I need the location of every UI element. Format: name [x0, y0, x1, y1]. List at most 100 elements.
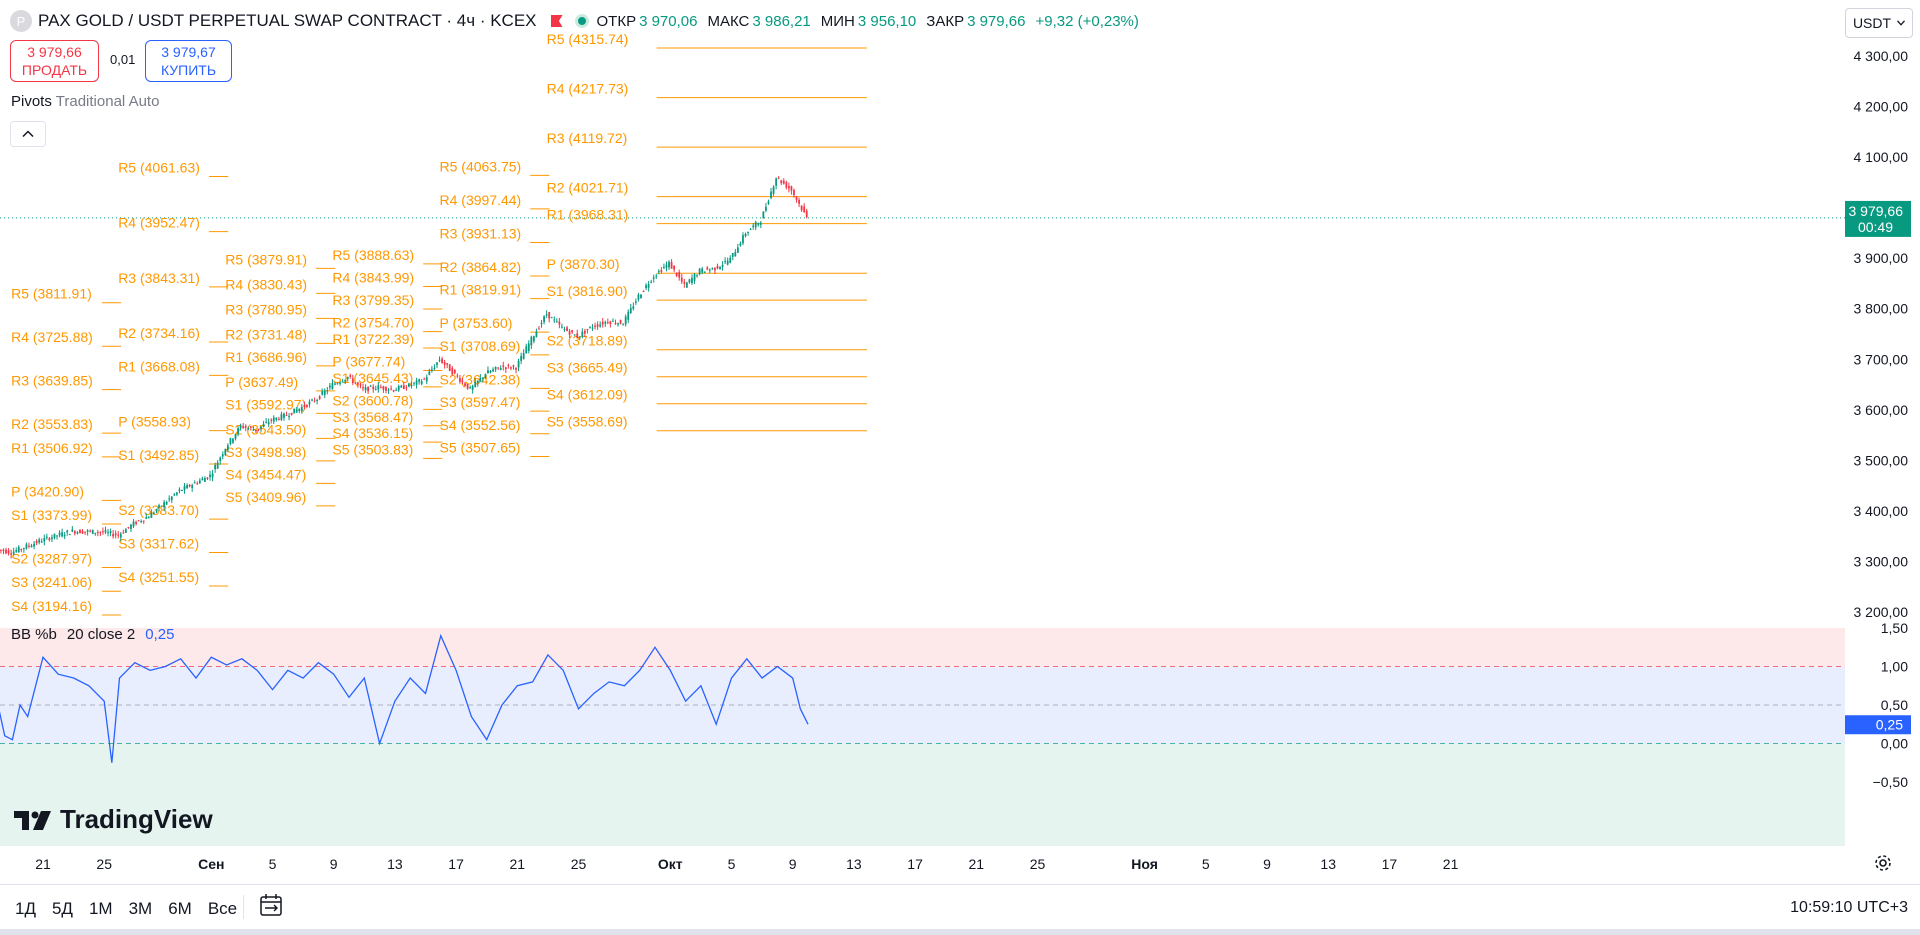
- candle-body: [35, 540, 38, 544]
- candle-body: [372, 386, 375, 390]
- price-tick-label: 4 100,00: [1854, 149, 1909, 165]
- pivot-label-r4: R4 (3997.44): [440, 192, 522, 208]
- candle-body: [321, 391, 324, 395]
- candle-body: [803, 206, 806, 213]
- range-1m[interactable]: 1M: [88, 899, 113, 918]
- candle-body: [726, 260, 729, 265]
- time-tick-label: 13: [387, 856, 403, 872]
- candle-body: [510, 367, 512, 369]
- pivot-label-r1: R1 (3506.92): [11, 440, 93, 456]
- candle-body: [795, 196, 798, 200]
- tradingview-logo[interactable]: TradingView: [14, 804, 213, 835]
- candle-body: [104, 530, 107, 533]
- bottom-toolbar: 1Д 5Д 1M 3M 6M Все 10:59:10 UTC+3: [0, 884, 1920, 929]
- candle-body: [339, 382, 341, 384]
- range-6m[interactable]: 6M: [168, 899, 192, 918]
- calendar-range-icon[interactable]: [258, 892, 284, 918]
- time-tick-label: 13: [846, 856, 862, 872]
- price-chart[interactable]: R5 (3524.02)R4 (3484.39)R3 (3444.76)R2 (…: [0, 0, 1920, 884]
- candle-body: [571, 330, 574, 333]
- candle-body: [527, 343, 530, 351]
- range-5d[interactable]: 5Д: [51, 899, 73, 918]
- indicator-legend[interactable]: BB %b 20 close 2 0,25: [11, 626, 174, 643]
- pivot-label-r3: R3 (3639.85): [11, 373, 93, 389]
- pivot-label-r5: R5 (3811.91): [11, 286, 92, 302]
- flag-icon[interactable]: [550, 15, 563, 27]
- buy-button[interactable]: 3 979,67 КУПИТЬ: [145, 40, 232, 82]
- candle-body: [362, 387, 364, 389]
- candle-body: [94, 532, 97, 534]
- candle-body: [155, 509, 158, 511]
- candle-body: [71, 529, 74, 532]
- currency-select[interactable]: USDT: [1845, 8, 1913, 38]
- candle-body: [84, 531, 86, 533]
- candle-body: [716, 265, 719, 269]
- candle-body: [86, 530, 89, 532]
- candle-body: [619, 319, 622, 324]
- indicator-tick-label: 0,50: [1881, 697, 1908, 713]
- candle-body: [326, 390, 329, 392]
- candle-body: [688, 279, 691, 283]
- candle-body: [540, 322, 543, 324]
- candle-body: [38, 539, 41, 543]
- candle-body: [744, 233, 747, 237]
- symbol-title[interactable]: PAX GOLD / USDT PERPETUAL SWAP CONTRACT …: [38, 11, 537, 30]
- candle-body: [382, 386, 385, 390]
- candle-body: [53, 533, 56, 539]
- pivot-label-s1: S1 (3492.85): [118, 447, 199, 463]
- candle-body: [634, 301, 637, 303]
- candle-body: [313, 400, 316, 402]
- open-value: 3 970,06: [639, 12, 698, 30]
- pivot-label-p: P (3677.74): [332, 354, 405, 370]
- candle-body: [12, 551, 15, 555]
- pivots-legend[interactable]: Pivots Traditional Auto: [11, 93, 159, 110]
- candle-body: [96, 532, 99, 534]
- indicator-tick-label: 0,00: [1881, 736, 1908, 752]
- candle-body: [553, 319, 556, 321]
- range-3m[interactable]: 3M: [128, 899, 153, 918]
- candle-body: [494, 366, 497, 370]
- candle-body: [433, 367, 436, 370]
- candle-body: [359, 384, 362, 386]
- candle-body: [578, 336, 581, 338]
- candle-body: [476, 380, 479, 384]
- candle-body: [698, 268, 701, 275]
- pivot-label-s3: S3 (3665.49): [547, 360, 628, 376]
- pivot-label-s5: S5 (3409.96): [225, 489, 306, 505]
- candle-body: [260, 426, 262, 429]
- low-label: МИН: [820, 12, 855, 30]
- time-tick-label: 21: [1443, 856, 1459, 872]
- range-all[interactable]: Все: [207, 899, 238, 918]
- sell-label: ПРОДАТЬ: [21, 62, 88, 78]
- collapse-legend-button[interactable]: [10, 121, 46, 147]
- time-tick-label: 21: [35, 856, 51, 872]
- candle-body: [165, 501, 168, 505]
- pivot-label-r2: R2 (4021.71): [547, 180, 629, 196]
- candle-body: [344, 379, 347, 382]
- indicator-tick-label: −0,50: [1873, 774, 1909, 790]
- pivot-label-s3: S3 (3498.98): [225, 444, 306, 460]
- time-axis: 21 25 Сен 5 9 13 17 21 25 Окт 5 9 13 17 21 25 Ноя 5 9 13 17 2…: [35, 856, 1458, 872]
- time-tick-label: Сен: [198, 856, 224, 872]
- range-1d[interactable]: 1Д: [15, 899, 36, 918]
- candle-body: [583, 330, 586, 334]
- candle-body: [708, 269, 711, 271]
- pivot-label-r1: R1 (3686.96): [225, 349, 307, 365]
- clock[interactable]: 10:59:10 UTC+3: [1790, 899, 1908, 916]
- candle-body: [76, 532, 79, 534]
- candle-body: [629, 307, 632, 313]
- sell-button[interactable]: 3 979,66 ПРОДАТЬ: [10, 40, 99, 82]
- close-label: ЗАКР: [926, 12, 965, 30]
- candle-body: [349, 375, 352, 377]
- candle-body: [589, 326, 591, 328]
- pivot-label-r2: R2 (3754.70): [332, 315, 414, 331]
- candle-body: [109, 531, 112, 533]
- candle-body: [706, 267, 709, 270]
- settings-gear-icon[interactable]: [1872, 852, 1894, 874]
- candle-body: [731, 253, 734, 257]
- candle-body: [724, 260, 727, 262]
- candle-body: [418, 379, 421, 382]
- candle-body: [341, 381, 344, 383]
- candle-body: [627, 311, 630, 320]
- low-value: 3 956,10: [857, 12, 917, 30]
